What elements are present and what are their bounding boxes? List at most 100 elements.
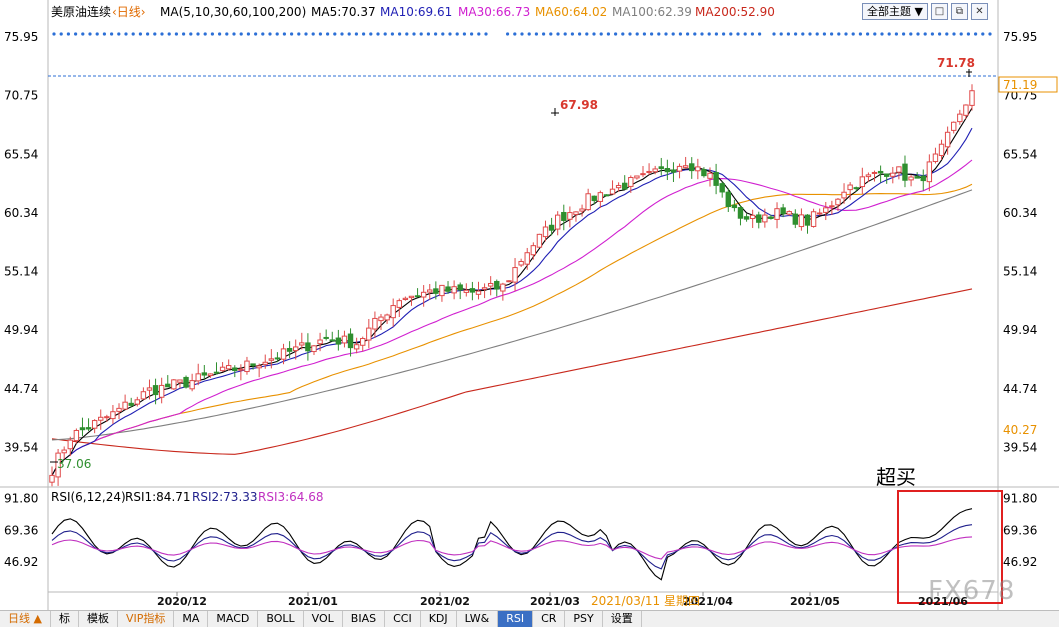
event-dot[interactable] <box>693 32 697 36</box>
event-dot[interactable] <box>390 32 394 36</box>
event-dot[interactable] <box>210 32 214 36</box>
event-dot[interactable] <box>95 32 99 36</box>
event-dot[interactable] <box>290 32 294 36</box>
event-dot[interactable] <box>959 32 963 36</box>
event-dot[interactable] <box>167 32 171 36</box>
event-dot[interactable] <box>182 32 186 36</box>
timeframe-tab[interactable]: 日线 ▲ <box>0 611 51 627</box>
event-dot[interactable] <box>801 32 805 36</box>
topic-dropdown[interactable]: 全部主题 ▼ <box>862 3 928 20</box>
event-dot[interactable] <box>930 32 935 36</box>
event-dot[interactable] <box>650 32 654 36</box>
event-dot[interactable] <box>549 32 553 36</box>
event-dot[interactable] <box>354 32 358 36</box>
event-dot[interactable] <box>448 32 452 36</box>
restore-icon[interactable]: ⧉ <box>950 3 968 20</box>
event-dot[interactable] <box>556 32 560 36</box>
event-dot[interactable] <box>160 32 164 36</box>
event-dot[interactable] <box>822 32 827 36</box>
period-label[interactable]: ‹日线› <box>112 5 146 19</box>
event-dot[interactable] <box>340 32 344 36</box>
event-dot[interactable] <box>729 32 733 36</box>
event-dot[interactable] <box>81 32 85 36</box>
event-dot[interactable] <box>369 32 373 36</box>
event-dot[interactable] <box>635 32 639 36</box>
event-dot[interactable] <box>628 32 632 36</box>
event-dot[interactable] <box>866 32 870 36</box>
event-dot[interactable] <box>484 32 488 36</box>
event-dot[interactable] <box>470 32 474 36</box>
event-dot[interactable] <box>59 32 63 36</box>
toolbar-tab[interactable]: CCI <box>385 611 421 627</box>
event-dot[interactable] <box>534 32 539 36</box>
toolbar-tab[interactable]: VIP指标 <box>118 611 175 627</box>
event-dot[interactable] <box>333 32 337 36</box>
event-dot[interactable] <box>225 32 229 36</box>
event-dot[interactable] <box>563 32 567 36</box>
event-dot[interactable] <box>743 32 747 36</box>
event-dot[interactable] <box>952 32 956 36</box>
toolbar-tab[interactable]: LW& <box>457 611 499 627</box>
event-dot[interactable] <box>902 32 906 36</box>
event-dot[interactable] <box>398 32 402 36</box>
toolbar-tab[interactable]: KDJ <box>421 611 457 627</box>
toolbar-tab[interactable]: VOL <box>304 611 343 627</box>
event-dot[interactable] <box>772 32 776 36</box>
event-dot[interactable] <box>851 32 855 36</box>
toolbar-tab[interactable]: PSY <box>565 611 603 627</box>
event-dot[interactable] <box>527 32 531 36</box>
event-dot[interactable] <box>815 32 819 36</box>
event-dot[interactable] <box>714 32 719 36</box>
event-dot[interactable] <box>138 32 142 36</box>
event-dot[interactable] <box>686 32 690 36</box>
event-dot[interactable] <box>88 32 92 36</box>
event-dot[interactable] <box>311 32 315 36</box>
event-dot[interactable] <box>916 32 920 36</box>
event-dot[interactable] <box>102 32 106 36</box>
toolbar-tab[interactable]: MA <box>174 611 209 627</box>
event-dot[interactable] <box>858 32 863 36</box>
event-dot[interactable] <box>52 32 56 36</box>
event-dot[interactable] <box>794 32 798 36</box>
event-dot[interactable] <box>362 32 366 36</box>
event-dot[interactable] <box>808 32 812 36</box>
event-dot[interactable] <box>981 32 985 36</box>
event-dot[interactable] <box>599 32 603 36</box>
event-dot[interactable] <box>174 32 178 36</box>
event-dot[interactable] <box>657 32 661 36</box>
event-dot[interactable] <box>894 32 899 36</box>
event-dot[interactable] <box>938 32 942 36</box>
event-dot[interactable] <box>412 32 416 36</box>
event-dot[interactable] <box>707 32 711 36</box>
event-dot[interactable] <box>146 32 150 36</box>
event-dot[interactable] <box>678 32 683 36</box>
event-dot[interactable] <box>275 32 279 36</box>
event-dot[interactable] <box>268 32 272 36</box>
event-dot[interactable] <box>585 32 589 36</box>
toolbar-tab[interactable]: 模板 <box>79 611 118 627</box>
event-dot[interactable] <box>318 32 322 36</box>
event-dot[interactable] <box>282 32 286 36</box>
event-dot[interactable] <box>426 32 430 36</box>
event-dot[interactable] <box>153 32 157 36</box>
event-dot[interactable] <box>974 32 978 36</box>
event-dot[interactable] <box>131 32 135 36</box>
event-dot[interactable] <box>909 32 913 36</box>
event-dot[interactable] <box>261 32 265 36</box>
event-dot[interactable] <box>542 32 546 36</box>
event-dot[interactable] <box>218 32 222 36</box>
event-dot[interactable] <box>455 32 459 36</box>
event-dot[interactable] <box>700 32 704 36</box>
event-dot[interactable] <box>506 32 510 36</box>
toolbar-tab[interactable]: MACD <box>208 611 259 627</box>
event-dot[interactable] <box>326 32 330 36</box>
event-dot[interactable] <box>887 32 891 36</box>
event-dot[interactable] <box>786 32 791 36</box>
event-dot[interactable] <box>66 32 70 36</box>
event-dot[interactable] <box>441 32 445 36</box>
event-dot[interactable] <box>750 32 755 36</box>
event-dots-row[interactable] <box>52 32 992 36</box>
event-dot[interactable] <box>376 32 380 36</box>
event-dot[interactable] <box>383 32 387 36</box>
event-dot[interactable] <box>606 32 611 36</box>
